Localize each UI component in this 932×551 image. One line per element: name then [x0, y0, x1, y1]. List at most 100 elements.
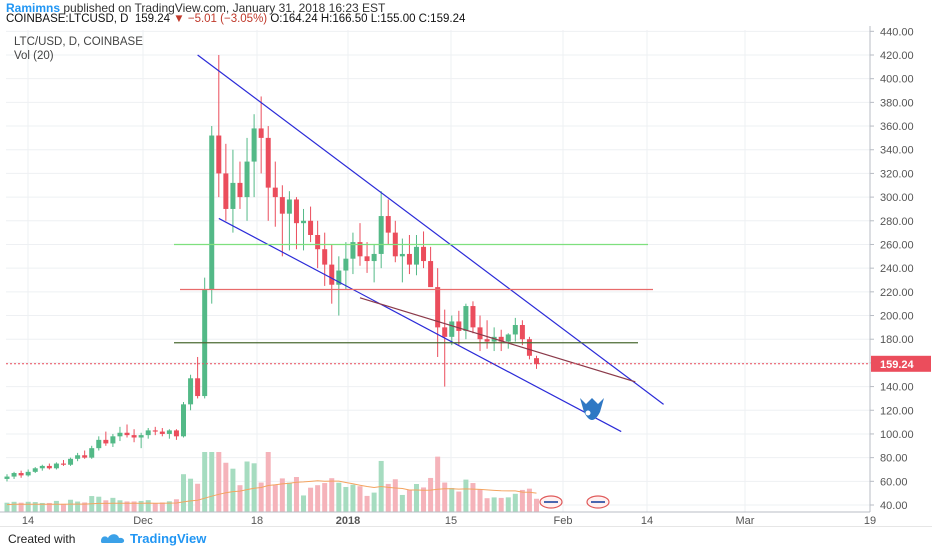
time-tick-label: 14 — [641, 515, 653, 526]
symbol-text: COINBASE:LTCUSD, D — [6, 13, 129, 25]
price-tick-label: 100.00 — [880, 429, 914, 441]
volume-bar — [435, 456, 441, 512]
volume-bar — [18, 502, 24, 512]
volume-bar — [152, 503, 158, 512]
candle-body — [181, 404, 186, 437]
candle-body — [421, 246, 427, 262]
price-tick-label: 60.00 — [880, 476, 908, 488]
price-tick-label: 380.00 — [880, 97, 914, 109]
volume-bar — [195, 483, 201, 512]
candle-body — [413, 246, 419, 265]
candle-body — [456, 321, 462, 331]
candle-body — [477, 327, 483, 340]
volume-bar — [131, 501, 137, 512]
price-change: −5.01 (−3.05%) — [187, 13, 268, 25]
volume-bar — [484, 498, 490, 512]
price-tick-label: 220.00 — [880, 287, 914, 299]
candle-body — [145, 430, 151, 436]
price-tick-label: 360.00 — [880, 121, 914, 133]
volume-bar — [145, 500, 151, 512]
volume-bar — [25, 501, 31, 512]
price-tick-label: 240.00 — [880, 263, 914, 275]
candle-body — [18, 473, 24, 476]
candle-body — [89, 448, 95, 458]
ohlc-values: O:164.24 H:166.50 L:155.00 C:159.24 — [270, 13, 466, 25]
candle-body — [350, 242, 356, 259]
volume-bar — [103, 500, 109, 512]
current-price-label: 159.24 — [880, 359, 915, 371]
time-tick-label: 14 — [22, 515, 34, 526]
candle-body — [82, 455, 88, 458]
time-tick-label: Mar — [736, 515, 755, 526]
volume-bar — [505, 497, 511, 512]
volume-bar — [223, 462, 229, 512]
volume-bar — [138, 500, 144, 512]
candle-body — [449, 321, 455, 337]
volume-bar — [82, 502, 88, 512]
price-tick-label: 400.00 — [880, 74, 914, 86]
volume-bar — [258, 482, 264, 512]
down-arrow-icon: ▼ — [173, 13, 185, 25]
volume-bar — [244, 461, 250, 512]
candle-body — [25, 471, 31, 476]
volume-bar — [117, 500, 123, 512]
candle-body — [378, 216, 384, 254]
candle-body — [46, 465, 52, 469]
candle-body — [216, 135, 222, 174]
candle-body — [371, 253, 377, 262]
candle-body — [159, 431, 165, 434]
price-tick-label: 340.00 — [880, 145, 914, 157]
channel-upper-line — [197, 54, 664, 405]
price-axis-bg — [870, 26, 932, 512]
price-chart[interactable]: 40.0060.0080.00100.00120.00140.00160.001… — [0, 26, 932, 526]
published-text: published on TradingView.com, January 31… — [63, 1, 386, 15]
candle-body — [470, 306, 476, 328]
candle-body — [442, 327, 448, 337]
candle-body — [315, 235, 321, 250]
volume-bar — [519, 489, 525, 512]
candle-body — [265, 137, 271, 188]
price-tick-label: 140.00 — [880, 382, 914, 394]
author-name[interactable]: Ramimns — [6, 1, 61, 15]
candle-body — [75, 455, 81, 459]
volume-bar — [498, 497, 504, 512]
price-tick-label: 440.00 — [880, 26, 914, 38]
volume-label: Vol (20) — [14, 50, 54, 62]
candle-body — [152, 430, 158, 432]
candle-body — [428, 261, 434, 288]
candle-body — [138, 435, 144, 438]
volume-bar — [4, 502, 10, 512]
price-tick-label: 300.00 — [880, 192, 914, 204]
volume-bar — [110, 497, 116, 512]
volume-bar — [470, 483, 476, 512]
volume-bar — [477, 489, 483, 512]
candle-body — [272, 187, 278, 198]
candle-body — [301, 220, 307, 224]
channel-lower-line — [218, 217, 622, 433]
publish-info: Ramimns published on TradingView.com, Ja… — [6, 1, 385, 15]
volume-bar — [173, 499, 179, 512]
volume-bar — [526, 488, 532, 512]
symbol-info: COINBASE:LTCUSD, D 159.24 ▼ −5.01 (−3.05… — [6, 13, 465, 25]
trend-line-line — [359, 297, 636, 383]
volume-bar — [343, 487, 349, 512]
price-axis: 40.0060.0080.00100.00120.00140.00160.001… — [0, 26, 932, 526]
volume-bar — [11, 501, 17, 512]
current-price-tag — [871, 355, 931, 372]
volume-bar — [46, 502, 52, 512]
candle-body — [188, 378, 194, 405]
candle-body — [103, 439, 109, 444]
candle-body — [322, 249, 328, 265]
tradingview-brand[interactable]: TradingView — [130, 531, 207, 546]
candle-body — [39, 465, 45, 469]
drawing-tools — [174, 54, 664, 433]
volume-bar — [371, 492, 377, 512]
candle-body — [258, 128, 264, 138]
candle-body — [209, 135, 215, 290]
volume-bar — [428, 477, 434, 512]
price-tick-label: 120.00 — [880, 405, 914, 417]
candle-body — [399, 253, 405, 257]
volume-bar — [385, 483, 391, 512]
candle-body — [11, 473, 17, 477]
volume-bar — [329, 478, 335, 512]
